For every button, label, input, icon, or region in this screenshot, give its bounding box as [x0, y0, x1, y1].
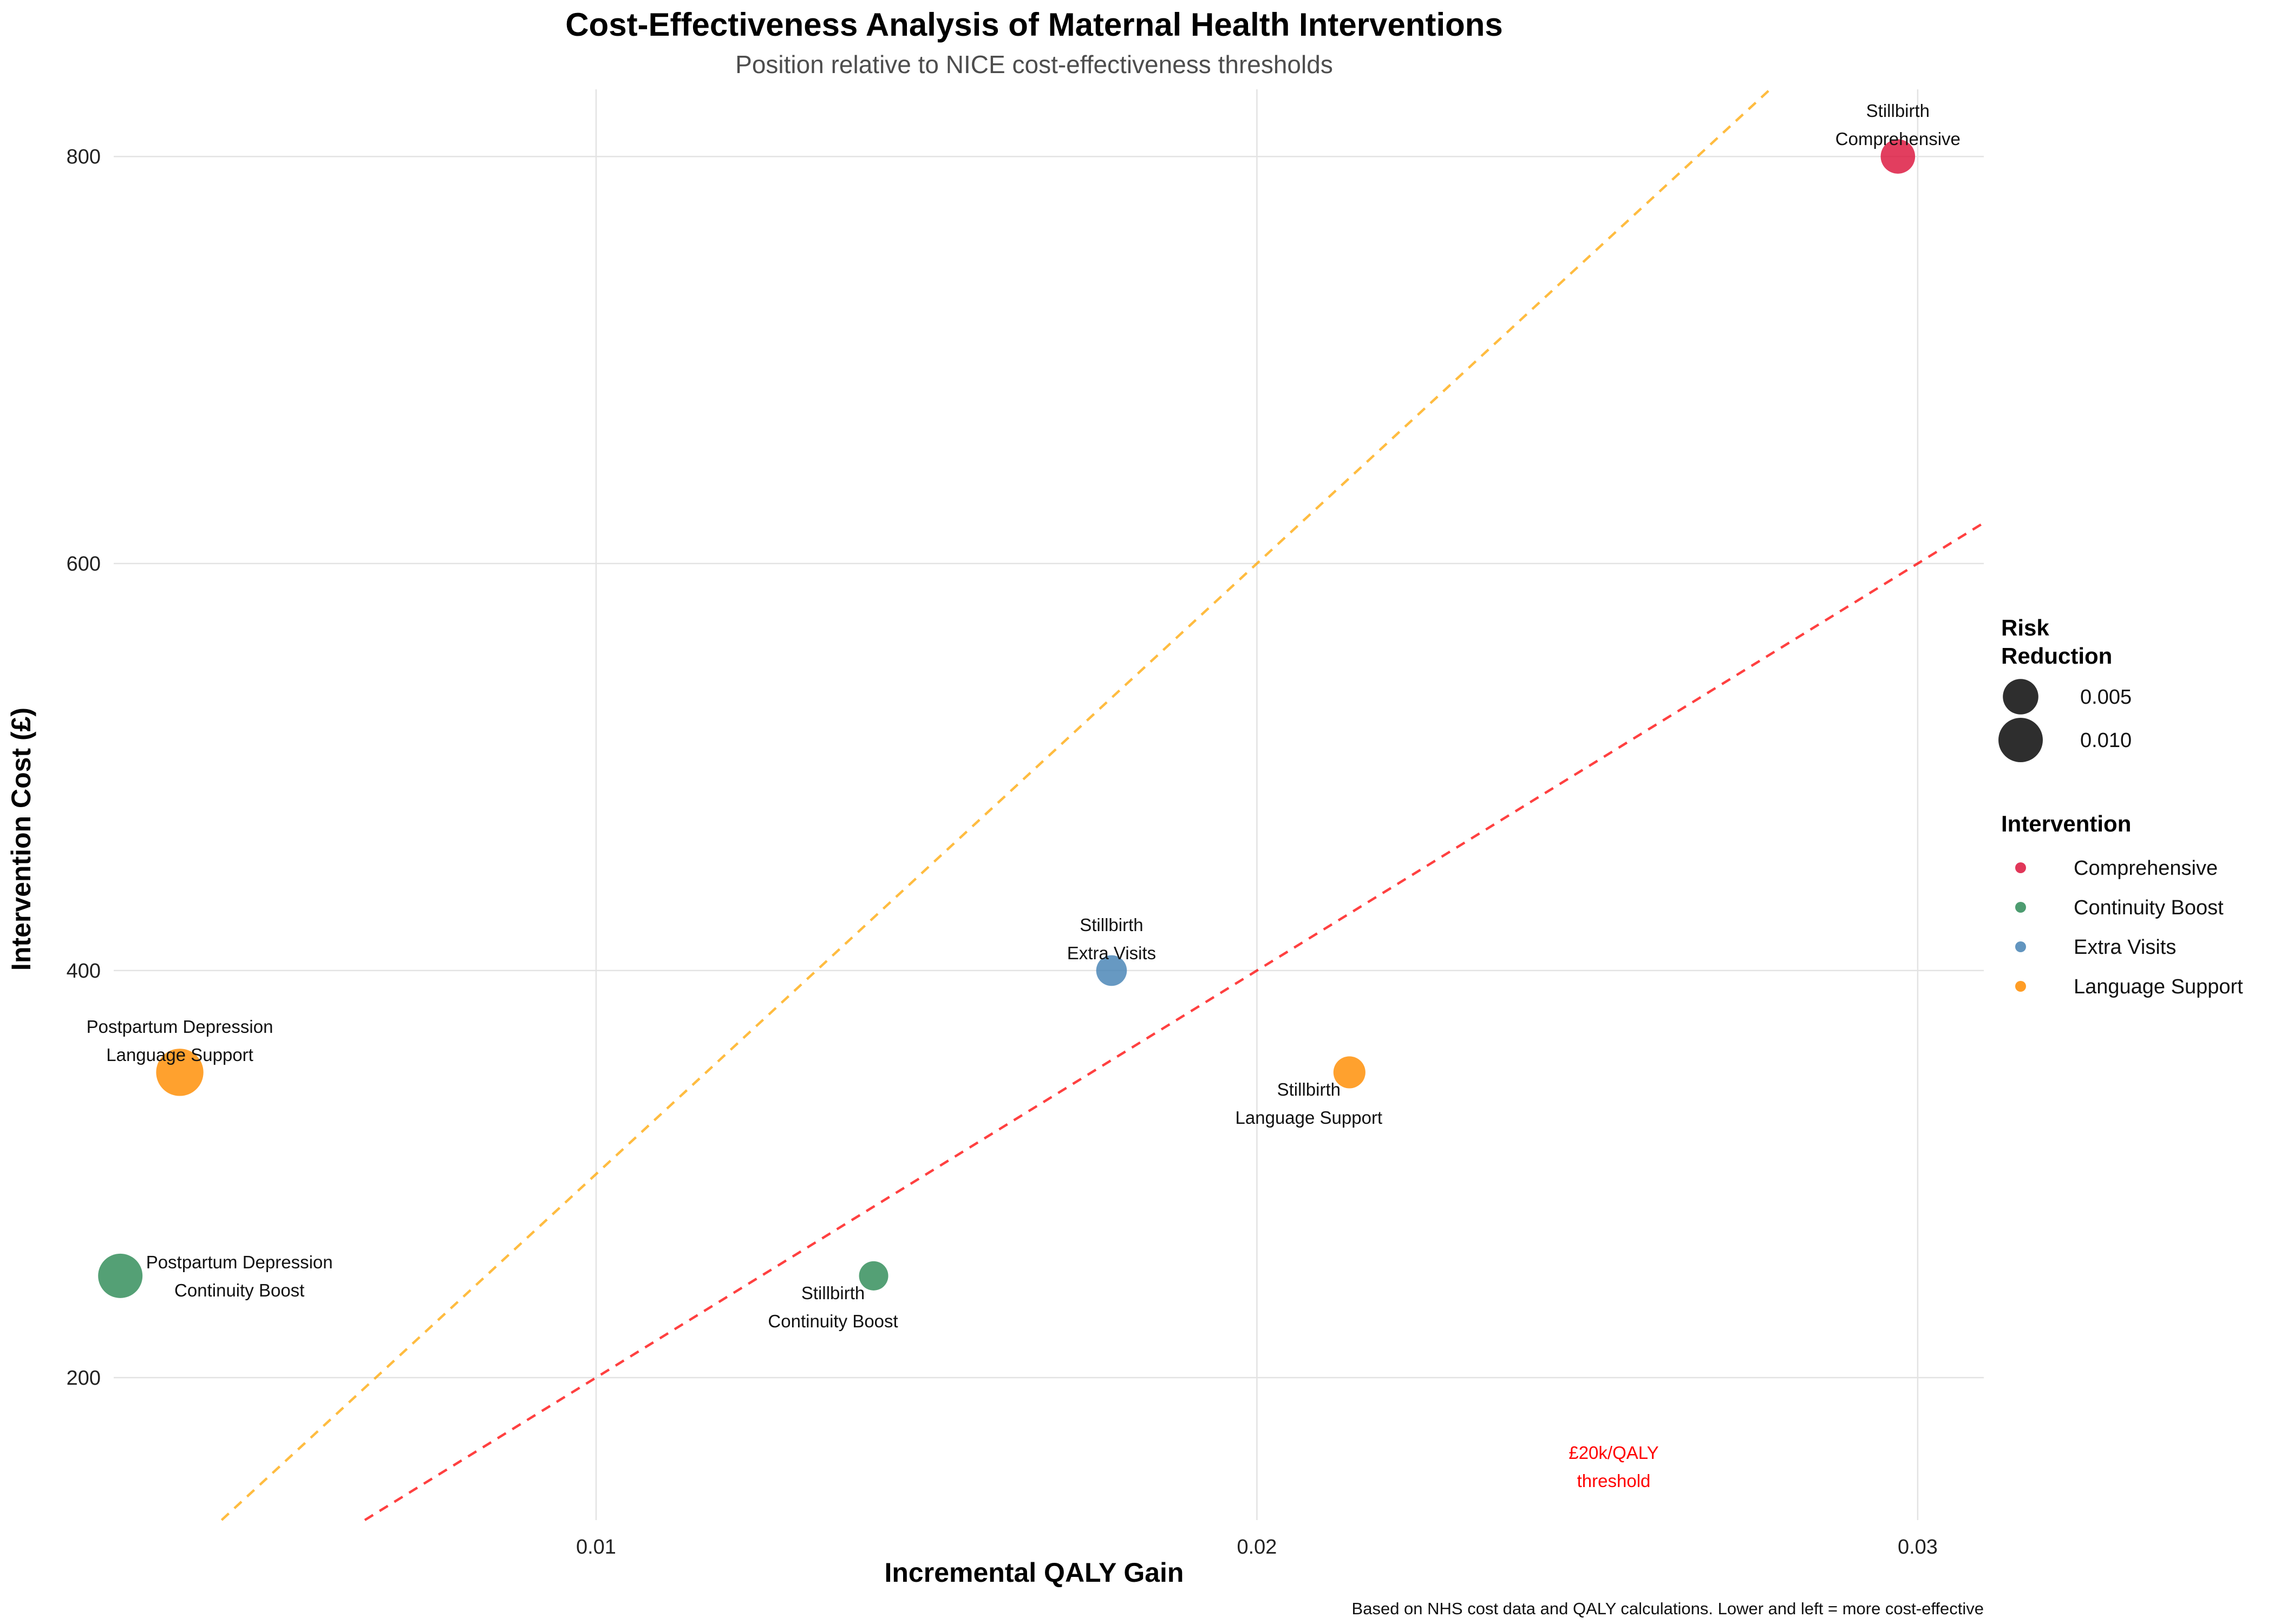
color-legend-label: Comprehensive — [2074, 857, 2218, 880]
chart-title: Cost-Effectiveness Analysis of Maternal … — [565, 6, 1503, 43]
size-legend-label: 0.010 — [2080, 729, 2132, 752]
size-legend-key — [1998, 718, 2043, 762]
size-legend-title-line2: Reduction — [2001, 643, 2112, 669]
x-tick-label: 0.03 — [1898, 1536, 1938, 1558]
point-label-intervention: Extra Visits — [1067, 943, 1156, 963]
point-label-intervention: Continuity Boost — [174, 1280, 304, 1300]
data-point — [1096, 955, 1127, 986]
data-points — [98, 139, 1916, 1298]
point-label-condition: Stillbirth — [1080, 915, 1143, 935]
data-point — [98, 1253, 143, 1298]
color-legend-key — [2015, 941, 2026, 952]
threshold-line — [220, 88, 1771, 1521]
x-tick-label: 0.01 — [576, 1536, 616, 1558]
y-tick-label: 400 — [67, 960, 101, 983]
size-legend-key — [2003, 679, 2038, 715]
threshold-lines — [220, 88, 1985, 1521]
point-labels: Stillbirth Comprehensive Stillbirth Extra V… — [87, 101, 1961, 1331]
threshold-annotation-line2: threshold — [1577, 1471, 1651, 1491]
data-point — [1880, 139, 1916, 174]
chart-subtitle: Position relative to NICE cost-effective… — [735, 50, 1333, 78]
data-point — [1333, 1056, 1365, 1089]
point-label-condition: Postpartum Depression — [146, 1252, 333, 1272]
point-label-condition: Stillbirth — [1277, 1079, 1341, 1099]
point-label-intervention: Language Support — [106, 1045, 253, 1065]
color-legend-label: Continuity Boost — [2074, 896, 2224, 919]
color-legend-label: Language Support — [2074, 975, 2243, 998]
y-tick-label: 200 — [67, 1367, 101, 1390]
point-label-intervention: Language Support — [1236, 1108, 1383, 1128]
axis-ticks: 0.01 0.02 0.03 200 400 600 800 — [67, 146, 1938, 1558]
point-label-condition: Stillbirth — [801, 1283, 865, 1303]
data-point — [859, 1261, 888, 1291]
y-tick-label: 800 — [67, 146, 101, 168]
size-legend-label: 0.005 — [2080, 686, 2132, 709]
x-axis-title: Incremental QALY Gain — [885, 1557, 1184, 1588]
color-legend-label: Extra Visits — [2074, 936, 2176, 959]
legend: Risk Reduction 0.005 0.010 Intervention C… — [1998, 615, 2243, 998]
color-legend-title: Intervention — [2001, 811, 2131, 836]
data-point — [156, 1049, 204, 1096]
point-label-condition: Postpartum Depression — [87, 1017, 273, 1037]
grid — [114, 89, 1984, 1520]
color-legend-key — [2015, 862, 2026, 873]
x-tick-label: 0.02 — [1237, 1536, 1277, 1558]
chart-caption: Based on NHS cost data and QALY calculat… — [1352, 1599, 1984, 1618]
size-legend-entries: 0.005 0.010 — [1998, 679, 2132, 762]
color-legend-entries: Comprehensive Continuity Boost Extra Visit… — [2015, 857, 2243, 998]
color-legend-key — [2015, 902, 2026, 913]
point-label-condition: Stillbirth — [1866, 101, 1930, 121]
point-label-intervention: Comprehensive — [1835, 129, 1961, 149]
point-label-intervention: Continuity Boost — [768, 1311, 898, 1331]
size-legend-title-line1: Risk — [2001, 615, 2049, 640]
y-tick-label: 600 — [67, 553, 101, 575]
threshold-annotation-line1: £20k/QALY — [1569, 1443, 1658, 1463]
y-axis-title: Intervention Cost (£) — [6, 708, 36, 971]
color-legend-key — [2015, 981, 2026, 992]
threshold-annotation: £20k/QALY threshold — [1569, 1443, 1658, 1491]
threshold-line — [364, 521, 1985, 1521]
